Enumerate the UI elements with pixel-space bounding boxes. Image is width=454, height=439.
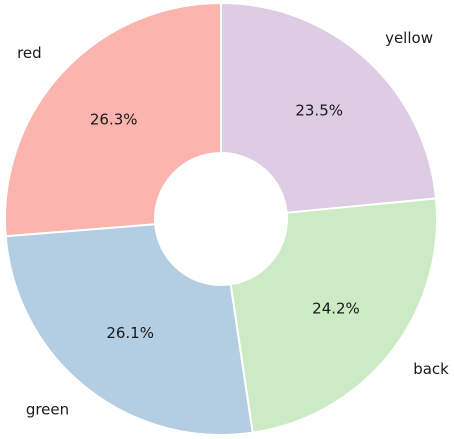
percent-labels-group: 26.3% 26.1% 24.2% 23.5% <box>90 101 360 341</box>
category-labels-group: red green back yellow <box>17 29 449 419</box>
percent-label-green: 26.1% <box>106 324 154 342</box>
category-label-yellow: yellow <box>385 29 433 47</box>
percent-label-yellow: 23.5% <box>295 101 343 119</box>
category-label-back: back <box>413 360 449 378</box>
category-label-green: green <box>26 401 69 419</box>
percent-label-red: 26.3% <box>90 110 138 128</box>
slice-back <box>229 197 438 434</box>
slice-yellow <box>220 1 438 214</box>
slices-group <box>4 1 438 436</box>
slice-red <box>4 1 222 238</box>
category-label-red: red <box>17 44 42 62</box>
slice-green <box>4 223 254 436</box>
percent-label-back: 24.2% <box>312 299 360 317</box>
